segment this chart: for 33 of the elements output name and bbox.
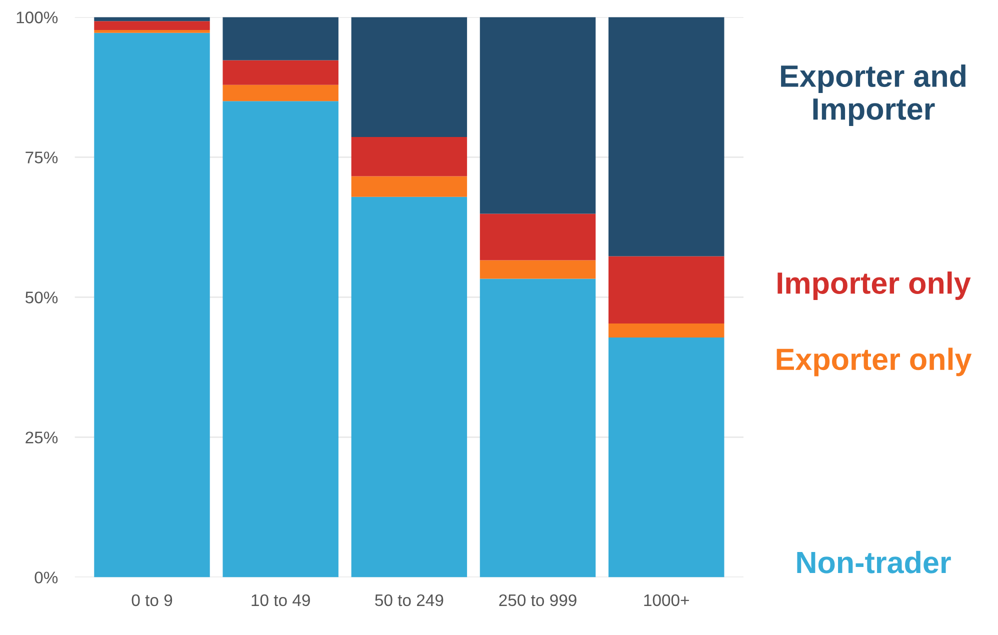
bar [480, 214, 596, 260]
x-tick-label: 250 to 999 [499, 594, 576, 606]
bar [351, 196, 468, 578]
y-tick-label: 75% [26, 152, 58, 164]
x-tick-label: 1000+ [644, 594, 689, 606]
series-label: Exporter only [776, 348, 972, 376]
bar [608, 256, 724, 324]
bar [222, 84, 338, 102]
bar [608, 17, 724, 256]
x-tick-label: 0 to 9 [132, 594, 172, 606]
bar [94, 30, 210, 33]
bar [351, 137, 468, 176]
bar [222, 101, 338, 578]
bar [94, 21, 210, 30]
bar [351, 17, 468, 137]
y-tick-label: 100% [16, 12, 58, 24]
x-tick-label: 50 to 249 [375, 594, 444, 606]
bar [480, 278, 596, 578]
y-tick-label: 50% [25, 292, 58, 304]
bar [94, 32, 210, 578]
bar [608, 324, 724, 338]
y-tick-label: 0% [34, 572, 58, 584]
bar [608, 338, 724, 578]
bar [480, 260, 596, 279]
bar [351, 176, 468, 197]
text: Non-trader [797, 550, 951, 574]
bar [222, 60, 338, 85]
series-label: Exporter and Importer [781, 64, 966, 126]
y-tick-label: 25% [26, 432, 58, 444]
bar [480, 17, 596, 214]
bar [222, 17, 338, 60]
series-label: Importer only [778, 272, 971, 300]
x-tick-label: 10 to 49 [252, 594, 310, 606]
